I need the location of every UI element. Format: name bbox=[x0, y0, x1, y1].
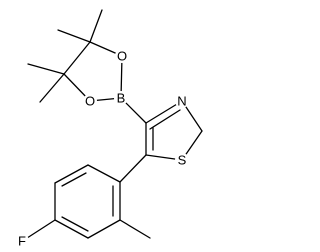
atom-label: S bbox=[178, 153, 187, 168]
bond bbox=[57, 29, 91, 43]
label-background bbox=[83, 94, 97, 108]
bond bbox=[27, 63, 65, 75]
bond bbox=[145, 100, 183, 124]
label-background bbox=[175, 94, 189, 108]
bond bbox=[23, 219, 56, 241]
atom-label: N bbox=[177, 94, 186, 109]
bond bbox=[54, 219, 89, 239]
label-background bbox=[114, 91, 128, 105]
bonds bbox=[23, 9, 203, 241]
bond bbox=[119, 219, 151, 239]
bond bbox=[120, 55, 123, 99]
atom-label: B bbox=[117, 91, 126, 106]
bond bbox=[61, 172, 87, 187]
bond bbox=[54, 164, 89, 184]
bond bbox=[87, 219, 121, 239]
atom-label: O bbox=[117, 49, 127, 64]
label-background bbox=[115, 49, 129, 63]
atom-label: F bbox=[18, 234, 26, 249]
label-background bbox=[175, 153, 189, 167]
bond bbox=[149, 109, 181, 130]
bond bbox=[119, 154, 147, 183]
bond bbox=[63, 41, 91, 75]
bond bbox=[61, 216, 89, 232]
bond bbox=[87, 164, 121, 183]
label-background bbox=[15, 234, 29, 248]
bond bbox=[89, 9, 103, 43]
molecule-diagram: O O B N S F bbox=[15, 9, 203, 249]
atom-labels: O O B N S F bbox=[15, 49, 189, 249]
bond bbox=[39, 73, 65, 103]
atom-label: O bbox=[85, 94, 95, 109]
